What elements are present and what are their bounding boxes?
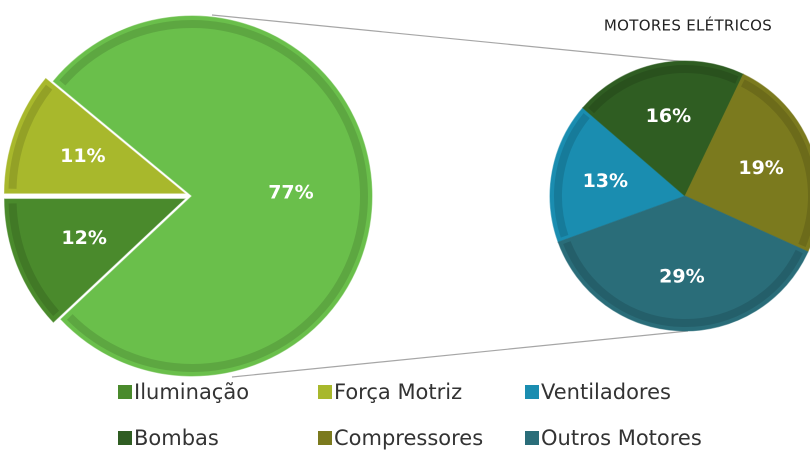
data-label: 13% <box>583 170 628 192</box>
slice-bevel <box>563 241 803 327</box>
legend-label: Iluminação <box>134 380 249 404</box>
legend-swatch <box>525 431 539 445</box>
legend-label: Outros Motores <box>541 426 702 450</box>
sub-pie-title: MOTORES ELÉTRICOS <box>604 16 772 35</box>
pie-slice <box>52 15 373 377</box>
data-label: 19% <box>738 157 783 179</box>
pie-slice <box>582 60 744 197</box>
slice-bevel <box>8 203 60 317</box>
legend-swatch <box>318 431 332 445</box>
pie-slice <box>684 73 810 253</box>
connector-line <box>231 330 689 378</box>
data-label: 16% <box>646 105 691 127</box>
pie-slice <box>4 198 186 323</box>
pie-slice <box>557 195 809 332</box>
slice-bevel <box>8 84 53 189</box>
data-label: 11% <box>60 145 105 167</box>
slice-bevel <box>740 79 810 248</box>
legend-swatch <box>118 385 132 399</box>
slice-bevel <box>59 20 368 372</box>
legend-label: Bombas <box>134 426 219 450</box>
pie-slice <box>3 77 186 194</box>
connector-line <box>211 14 689 63</box>
slice-bevel <box>588 65 739 114</box>
legend-label: Compressores <box>334 426 483 450</box>
slice-bevel <box>554 113 590 238</box>
legend-swatch <box>318 385 332 399</box>
data-label: 12% <box>61 227 106 249</box>
pie-slice <box>549 107 686 243</box>
data-label: 29% <box>659 265 704 287</box>
legend-label: Força Motriz <box>334 380 462 404</box>
data-label: 77% <box>268 181 313 203</box>
legend-label: Ventiladores <box>541 380 671 404</box>
legend-swatch <box>525 385 539 399</box>
legend-swatch <box>118 431 132 445</box>
